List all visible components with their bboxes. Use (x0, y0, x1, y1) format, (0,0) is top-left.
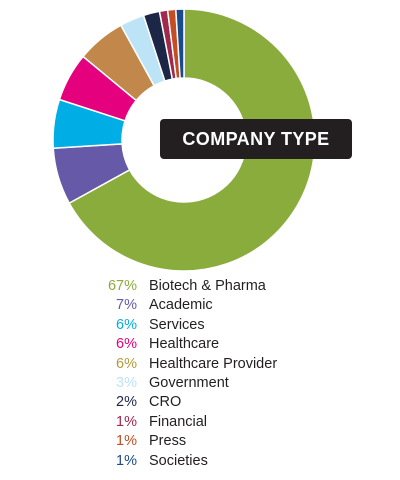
legend-item: 6% Services (95, 316, 375, 335)
legend-label: Press (149, 433, 187, 450)
legend-item: 1% Financial (95, 413, 375, 432)
legend-label: Biotech & Pharma (149, 278, 266, 294)
legend-value: 3% (116, 374, 137, 391)
legend-label: Healthcare Provider (149, 355, 278, 372)
legend-item: 3% Government (95, 374, 375, 393)
legend-value: 6% (116, 316, 137, 333)
legend-value: 7% (116, 297, 137, 314)
legend-label: Financial (149, 413, 208, 430)
chart-title-text: COMPANY TYPE (182, 128, 330, 149)
legend-label: Healthcare (149, 336, 220, 353)
legend-value: 1% (116, 413, 137, 430)
legend-item: 7% Academic (95, 296, 375, 315)
legend-label: Government (149, 374, 229, 391)
legend-label: Services (149, 316, 205, 333)
donut-slice (174, 8, 185, 79)
legend-item: 1% Societies (95, 452, 375, 471)
legend-value: 6% (116, 355, 137, 372)
legend-label: Societies (149, 452, 208, 469)
chart-title: COMPANY TYPE (160, 119, 352, 159)
legend-item: 6% Healthcare (95, 335, 375, 354)
legend-label: Academic (149, 297, 213, 314)
legend-value: 2% (116, 394, 137, 411)
legend-item: 2% CRO (95, 393, 375, 412)
legend-value: 1% (116, 452, 137, 469)
legend-item: 1% Press (95, 432, 375, 451)
donut-chart (52, 8, 316, 272)
legend-item: 67% Biotech & Pharma (95, 277, 375, 296)
chart-legend: 67% Biotech & Pharma 7% Academic 6% Services 6… (95, 277, 375, 471)
legend-item: 6% Healthcare Provider (95, 355, 375, 374)
legend-value: 1% (116, 433, 137, 450)
legend-value: 67% (107, 278, 137, 294)
legend-label: CRO (149, 394, 182, 411)
legend-value: 6% (116, 336, 137, 353)
